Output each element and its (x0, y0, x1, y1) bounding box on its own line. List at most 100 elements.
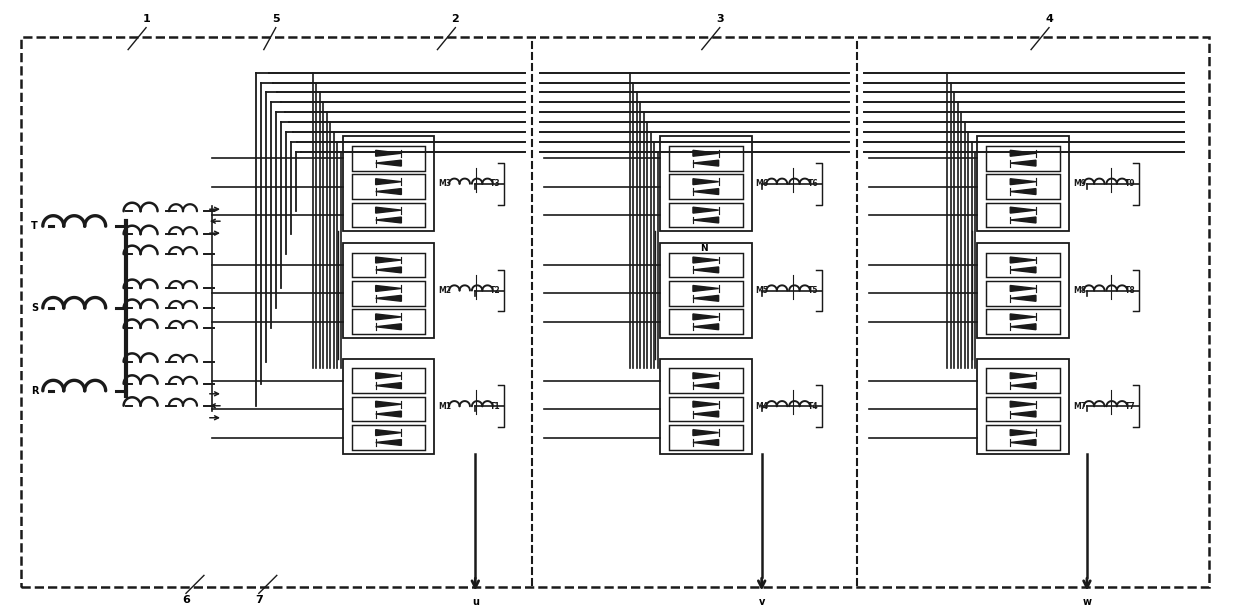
Bar (977, 359, 1069, 453)
Text: T8: T8 (1125, 286, 1136, 295)
Polygon shape (376, 401, 402, 407)
Bar (352, 281, 425, 306)
Polygon shape (376, 257, 402, 263)
Bar (670, 203, 743, 227)
Text: T6: T6 (807, 179, 818, 188)
Polygon shape (1011, 160, 1035, 166)
Bar (986, 397, 1060, 421)
Text: 1: 1 (143, 14, 150, 23)
Polygon shape (376, 207, 402, 213)
Text: N: N (699, 244, 708, 253)
Polygon shape (693, 324, 719, 330)
Polygon shape (693, 440, 719, 445)
Text: 7: 7 (255, 595, 263, 606)
Bar (986, 203, 1060, 227)
Polygon shape (693, 188, 719, 195)
Polygon shape (1011, 401, 1035, 407)
Bar (670, 146, 743, 171)
Polygon shape (693, 217, 719, 223)
Polygon shape (376, 295, 402, 301)
Polygon shape (1011, 295, 1035, 301)
Text: M1: M1 (439, 402, 451, 411)
Polygon shape (693, 383, 719, 389)
Text: M2: M2 (439, 286, 451, 295)
Polygon shape (376, 179, 402, 185)
Bar (670, 397, 743, 421)
Bar (352, 425, 425, 450)
Polygon shape (693, 373, 719, 379)
Bar (670, 309, 743, 334)
Polygon shape (1011, 314, 1035, 320)
Polygon shape (1011, 267, 1035, 273)
Text: M8: M8 (1073, 286, 1086, 295)
Text: 5: 5 (272, 14, 279, 23)
Text: 2: 2 (451, 14, 459, 23)
Text: T4: T4 (807, 402, 818, 411)
Bar (986, 425, 1060, 450)
Polygon shape (376, 285, 402, 291)
Polygon shape (1011, 217, 1035, 223)
Bar (352, 146, 425, 171)
Text: T3: T3 (490, 179, 501, 188)
Polygon shape (376, 188, 402, 195)
Text: u: u (472, 598, 479, 607)
Bar (670, 281, 743, 306)
Polygon shape (1011, 324, 1035, 330)
Polygon shape (693, 267, 719, 273)
Text: T5: T5 (807, 286, 818, 295)
Bar (670, 253, 743, 277)
Polygon shape (376, 267, 402, 273)
Bar (986, 253, 1060, 277)
Text: T7: T7 (1125, 402, 1136, 411)
Bar (660, 243, 751, 338)
Text: S: S (31, 303, 38, 313)
Bar (342, 359, 434, 453)
Text: T9: T9 (1125, 179, 1136, 188)
Polygon shape (693, 179, 719, 185)
Polygon shape (1011, 285, 1035, 291)
Text: M7: M7 (1073, 402, 1086, 411)
Bar (342, 243, 434, 338)
Polygon shape (1011, 440, 1035, 445)
Text: M5: M5 (755, 286, 769, 295)
Bar (670, 368, 743, 393)
Bar (986, 368, 1060, 393)
Polygon shape (693, 150, 719, 156)
Bar (670, 425, 743, 450)
Polygon shape (1011, 411, 1035, 417)
Bar (670, 174, 743, 199)
Polygon shape (693, 295, 719, 301)
Text: M3: M3 (439, 179, 451, 188)
Polygon shape (1011, 179, 1035, 185)
Polygon shape (693, 401, 719, 407)
Polygon shape (693, 160, 719, 166)
Bar (986, 309, 1060, 334)
Bar (660, 359, 751, 453)
Bar (352, 203, 425, 227)
Bar (352, 253, 425, 277)
Polygon shape (693, 207, 719, 213)
Polygon shape (693, 257, 719, 263)
Polygon shape (376, 217, 402, 223)
Text: v: v (759, 598, 765, 607)
Text: 6: 6 (182, 595, 190, 606)
Polygon shape (376, 160, 402, 166)
Polygon shape (376, 373, 402, 379)
Bar (352, 174, 425, 199)
Polygon shape (693, 430, 719, 436)
Text: T2: T2 (490, 286, 501, 295)
Polygon shape (1011, 373, 1035, 379)
Bar (986, 146, 1060, 171)
Bar (21, 36, 1209, 588)
Text: T1: T1 (490, 402, 501, 411)
Text: T: T (31, 221, 38, 231)
Bar (977, 243, 1069, 338)
Polygon shape (376, 411, 402, 417)
Bar (342, 136, 434, 231)
Bar (660, 136, 751, 231)
Polygon shape (693, 285, 719, 291)
Text: M6: M6 (755, 179, 769, 188)
Polygon shape (376, 440, 402, 445)
Polygon shape (376, 150, 402, 156)
Text: M4: M4 (755, 402, 769, 411)
